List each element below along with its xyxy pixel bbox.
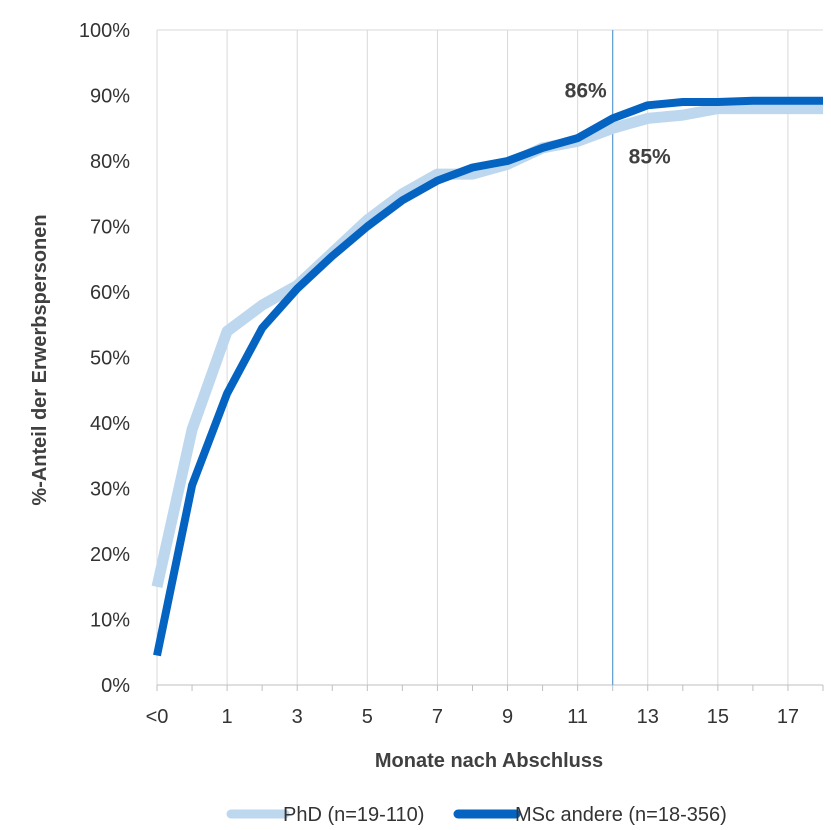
- x-tick-label: 15: [707, 706, 729, 728]
- y-tick-label: 10%: [90, 610, 130, 632]
- legend: PhD (n=19-110) MSc andere (n=18-356): [226, 804, 727, 826]
- y-tick-label: 50%: [90, 348, 130, 370]
- legend-label-phd: PhD (n=19-110): [283, 804, 424, 826]
- y-tick-label: 40%: [90, 413, 130, 435]
- x-tick-label: 7: [432, 706, 443, 728]
- x-tick-label: 13: [637, 706, 659, 728]
- x-tick-label: <0: [146, 706, 169, 728]
- x-tick-label: 17: [777, 706, 799, 728]
- grid-lines: [226, 30, 789, 685]
- legend-label-msc: MSc andere (n=18-356): [515, 804, 727, 826]
- y-tick-label: 80%: [90, 151, 130, 173]
- y-tick-label: 0%: [101, 675, 130, 697]
- y-tick-label: 30%: [90, 479, 130, 501]
- data-label: 85%: [629, 145, 671, 168]
- x-tick-label: 11: [567, 706, 588, 728]
- series-line-1: [153, 96, 823, 657]
- x-tick-label: 5: [362, 706, 373, 728]
- y-tick-label: 90%: [90, 86, 130, 108]
- x-tick-label: 3: [292, 706, 303, 728]
- annotations: 86% 85%: [565, 79, 671, 168]
- x-tick-label: 9: [502, 706, 513, 728]
- y-tick-label: 20%: [90, 544, 130, 566]
- y-axis-title: %-Anteil der Erwerbspersonen: [29, 214, 51, 505]
- tick-labels: 0%10%20%30%40%50%60%70%80%90%100%<0 1 3 5 7 9…: [79, 20, 799, 728]
- series-line-0: [151, 103, 823, 588]
- x-axis-title: Monate nach Abschluss: [375, 750, 603, 772]
- series-lines: [151, 96, 823, 657]
- data-label: 86%: [565, 79, 607, 102]
- y-tick-label: 70%: [90, 217, 130, 239]
- x-tick-label: 1: [222, 706, 233, 728]
- y-tick-label: 100%: [79, 20, 130, 42]
- axes: [156, 29, 824, 691]
- y-tick-label: 60%: [90, 282, 130, 304]
